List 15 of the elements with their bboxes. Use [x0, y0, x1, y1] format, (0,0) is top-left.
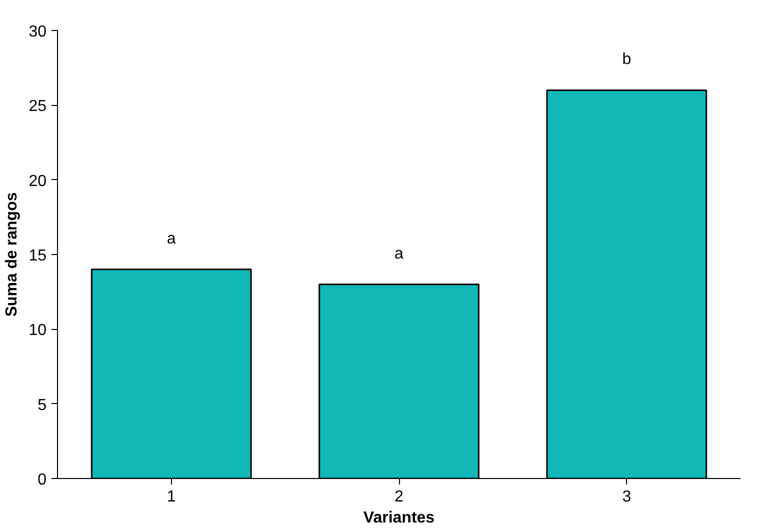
x-tick-label: 2 [394, 488, 404, 506]
annotation: a [166, 230, 176, 248]
y-tick-label: 20 [28, 172, 47, 190]
y-tick-label: 10 [28, 322, 47, 340]
y-tick-label: 5 [38, 396, 47, 414]
y-tick-label: 0 [38, 472, 47, 488]
y-tick-label: 15 [28, 248, 47, 264]
annotation: a [394, 245, 404, 262]
annotation: b [622, 51, 632, 68]
x-tick-label: 3 [622, 488, 632, 506]
x-axis-title: Variantes [363, 510, 435, 526]
y-axis-title: Suma de rangos [4, 192, 21, 317]
x-tick-label: 1 [166, 488, 176, 506]
y-tick-label: 25 [28, 98, 47, 116]
y-tick-label: 30 [28, 24, 47, 40]
